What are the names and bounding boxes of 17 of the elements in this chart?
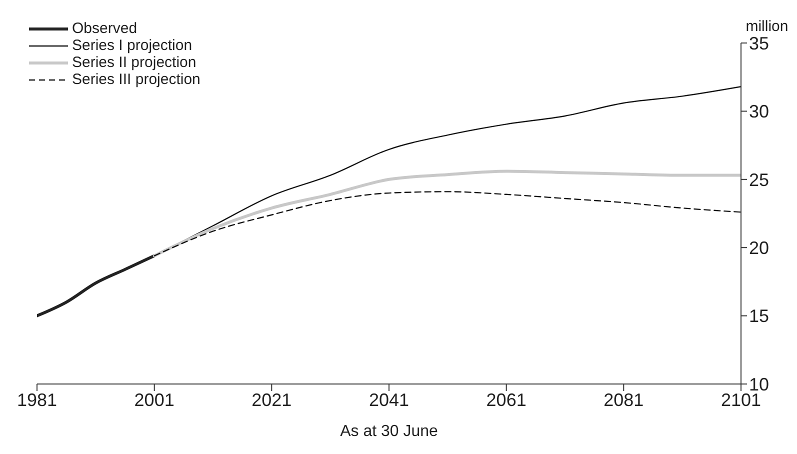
legend-label: Series III projection <box>72 71 200 88</box>
x-tick-label: 2041 <box>368 390 410 410</box>
legend-label: Series II projection <box>72 54 196 71</box>
y-tick-label: 30 <box>749 102 770 122</box>
y-tick-label: 35 <box>749 33 770 54</box>
y-axis-title: million <box>746 18 788 35</box>
x-axis-title: As at 30 June <box>340 423 438 440</box>
legend-label: Observed <box>72 20 138 37</box>
x-tick-label: 1981 <box>16 390 58 410</box>
y-tick-label: 25 <box>749 170 770 190</box>
x-tick-label: 2061 <box>486 390 526 410</box>
x-tick-label: 2001 <box>134 390 174 410</box>
y-tick-label: 20 <box>749 238 770 258</box>
x-tick-label: 2021 <box>252 390 292 410</box>
legend-label: Series I projection <box>72 37 192 54</box>
x-tick-label: 2081 <box>604 390 644 410</box>
y-tick-label: 15 <box>749 306 770 326</box>
